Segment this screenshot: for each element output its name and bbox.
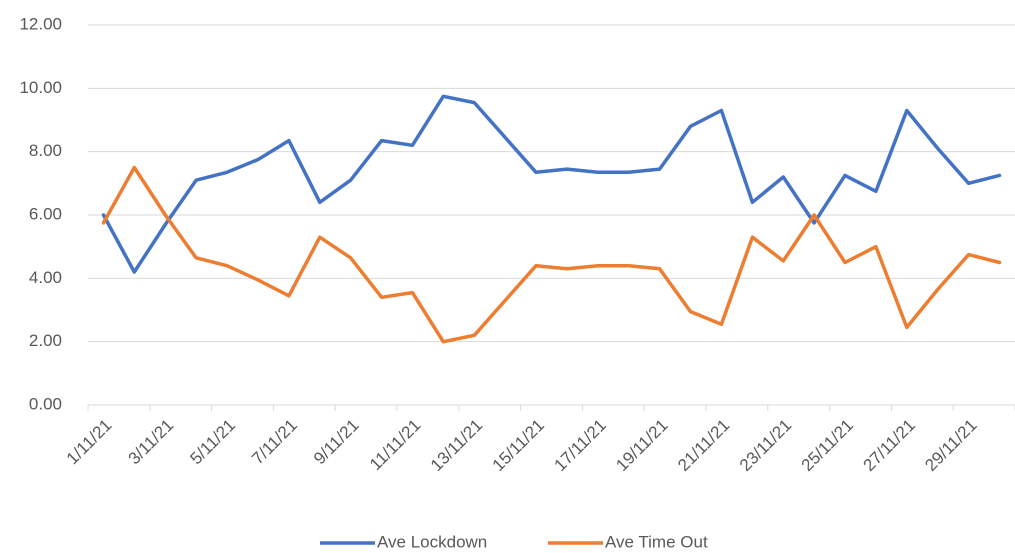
- x-tick-label: 25/11/21: [798, 416, 857, 475]
- x-tick-label: 15/11/21: [489, 416, 548, 475]
- y-tick-label: 8.00: [29, 141, 62, 160]
- x-tick-label: 7/11/21: [248, 416, 301, 469]
- x-tick-label: 13/11/21: [427, 416, 486, 475]
- y-tick-label: 0.00: [29, 394, 62, 413]
- x-tick-label: 19/11/21: [612, 416, 671, 475]
- x-tick-label: 29/11/21: [921, 416, 980, 475]
- series-line: [101, 94, 1002, 274]
- x-tick-label: 21/11/21: [674, 416, 733, 475]
- legend-label: Ave Lockdown: [377, 532, 487, 551]
- y-tick-label: 6.00: [29, 204, 62, 223]
- x-tick-label: 17/11/21: [551, 416, 610, 475]
- legend-label: Ave Time Out: [605, 532, 708, 551]
- y-tick-label: 4.00: [29, 268, 62, 287]
- x-tick-label: 9/11/21: [310, 416, 363, 469]
- y-tick-label: 2.00: [29, 331, 62, 350]
- x-tick-label: 11/11/21: [366, 416, 424, 474]
- x-tick-label: 27/11/21: [860, 416, 919, 475]
- x-tick-label: 1/11/21: [63, 416, 116, 469]
- y-tick-label: 10.00: [19, 78, 62, 97]
- x-tick-label: 5/11/21: [186, 416, 239, 469]
- x-tick-label: 23/11/21: [736, 416, 795, 475]
- x-tick-label: 3/11/21: [125, 416, 178, 469]
- series-line: [101, 165, 1002, 344]
- y-tick-label: 12.00: [19, 14, 62, 33]
